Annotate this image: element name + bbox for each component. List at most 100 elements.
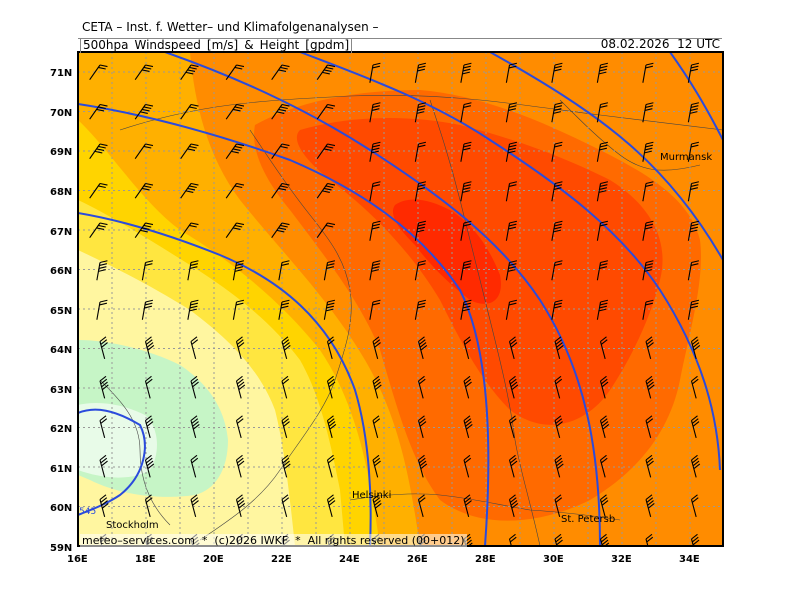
wind-barb [369, 260, 381, 281]
wind-barb [736, 455, 748, 477]
wind-barb [281, 336, 291, 360]
wind-barb [596, 181, 609, 202]
city-labels: Murmansk Helsinki Stockholm St. Petersb [106, 152, 712, 531]
wind-barbs [89, 62, 748, 546]
wind-barb [460, 181, 472, 202]
wind-barb [96, 260, 108, 281]
height-contours [78, 52, 723, 546]
wind-barb [369, 220, 381, 241]
contour-label: 545 [79, 507, 96, 517]
wind-barb [736, 376, 748, 398]
wind-barb [278, 260, 290, 281]
wind-barb [687, 220, 700, 241]
lat-label: 62N [50, 424, 72, 435]
wind-barb [554, 415, 563, 439]
wind-barb [554, 494, 563, 518]
wind-barb [235, 494, 246, 518]
wind-barb [414, 220, 427, 241]
wind-barb [734, 299, 745, 321]
institute-title: CETA – Inst. f. Wetter– und Klimafolgena… [82, 20, 379, 34]
wind-barb [414, 62, 427, 83]
wind-barb [642, 102, 654, 123]
wind-barb [551, 141, 563, 162]
wind-barb [281, 415, 290, 439]
wind-barb [687, 299, 700, 320]
wind-barb [645, 375, 655, 399]
lon-label: 34E [679, 554, 700, 565]
wind-barb [190, 454, 199, 478]
valid-time: 08.02.2026 12 UTC [600, 37, 720, 51]
wind-barb [508, 375, 519, 399]
wind-barb [645, 533, 654, 546]
lon-label: 28E [475, 554, 496, 565]
wind-barb [417, 336, 428, 360]
wind-barb [372, 415, 381, 439]
wind-barb [326, 494, 336, 518]
wind-barb [316, 143, 336, 160]
wind-barb [554, 454, 564, 478]
wind-barb [642, 299, 654, 320]
wind-barb [642, 62, 654, 83]
wind-barb [134, 143, 154, 160]
wind-barb [271, 143, 290, 160]
wind-barb [642, 260, 654, 281]
wind-barb [316, 103, 336, 120]
wind-barb [369, 299, 381, 320]
wind-barb [316, 182, 336, 199]
wind-barb [190, 336, 199, 360]
lat-label: 69N [50, 147, 72, 158]
wind-barb [89, 182, 108, 199]
wind-barb [736, 337, 748, 359]
wind-barb [505, 141, 518, 162]
wind-barb [369, 141, 381, 162]
wind-barb [235, 375, 246, 399]
lon-label: 22E [271, 554, 292, 565]
wind-barb [736, 495, 748, 517]
wind-barb [460, 299, 472, 320]
wind-barb [642, 181, 654, 202]
city-helsinki: Helsinki [352, 490, 391, 501]
wind-barb [372, 375, 382, 399]
wind-barb [96, 299, 108, 320]
wind-barb [551, 181, 563, 202]
wind-barb [551, 299, 563, 320]
wind-barb [180, 143, 199, 160]
wind-barb [554, 533, 563, 546]
wind-barb [326, 375, 336, 399]
wind-barb [687, 62, 700, 83]
lat-label: 59N [50, 543, 72, 554]
wind-barb [508, 533, 517, 546]
wind-barb [316, 64, 336, 81]
lat-label: 68N [50, 187, 72, 198]
wind-barb [326, 415, 337, 439]
wind-barb [235, 336, 245, 360]
wind-barb [460, 102, 472, 123]
wind-barb [596, 62, 609, 83]
wind-barb [225, 182, 245, 199]
wind-barb [372, 336, 381, 360]
wind-barb [235, 415, 244, 439]
wind-barb [372, 494, 382, 518]
lon-label: 26E [407, 554, 428, 565]
wind-barb [414, 102, 427, 123]
wind-barb [690, 375, 699, 399]
wind-barb [734, 181, 745, 203]
wind-barb [505, 62, 518, 83]
wind-barb [734, 102, 745, 124]
wind-barb [645, 454, 654, 478]
wind-barb [141, 260, 154, 281]
wind-barb [180, 103, 199, 120]
wind-barb [225, 64, 245, 81]
wind-barb [508, 494, 519, 518]
band-very-light-green [78, 403, 157, 478]
wind-barb [271, 64, 290, 81]
wind-barb [144, 454, 155, 478]
wind-barb [99, 454, 108, 478]
wind-barb [505, 260, 518, 281]
wind-barb [414, 260, 427, 281]
lat-label: 71N [50, 68, 72, 79]
wind-barb [190, 375, 199, 399]
wind-barb [134, 64, 154, 81]
copyright-footer: meteo–services.com * (c)2026 IWKF * All … [80, 534, 467, 547]
